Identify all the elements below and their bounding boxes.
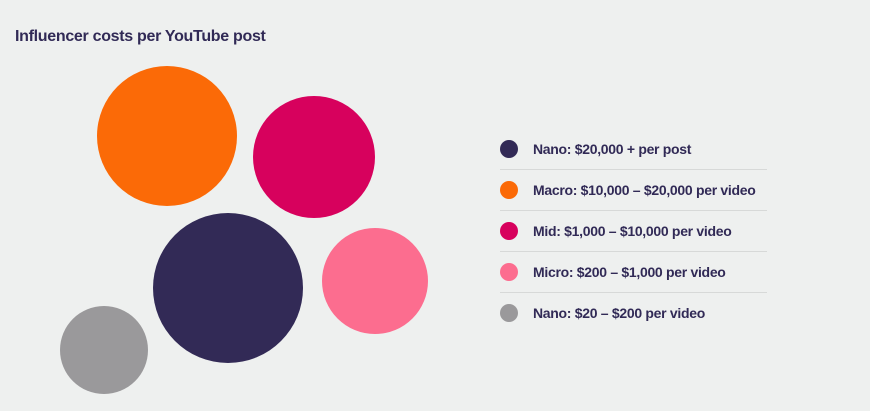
legend-divider <box>500 168 767 170</box>
legend-swatch-circle <box>500 262 518 281</box>
legend-label: Nano: $20,000 + per post <box>533 140 692 157</box>
legend: Nano: $20,000 + per post Macro: $10,000 … <box>500 134 767 327</box>
legend-label: Nano: $20 – $200 per video <box>533 304 705 321</box>
bubble-3-mid <box>253 96 375 218</box>
legend-label: Mid: $1,000 – $10,000 per video <box>533 222 732 239</box>
legend-swatch-circle <box>500 139 518 158</box>
legend-swatch-circle <box>500 221 518 240</box>
bubble-5-nano <box>60 306 148 394</box>
bubble-2-macro <box>97 66 237 206</box>
legend-label: Macro: $10,000 – $20,000 per video <box>533 181 756 198</box>
legend-label: Micro: $200 – $1,000 per video <box>533 263 726 280</box>
legend-item: Mid: $1,000 – $10,000 per video <box>500 216 767 245</box>
bubble-4-micro <box>322 228 428 334</box>
legend-item: Micro: $200 – $1,000 per video <box>500 257 767 286</box>
legend-divider <box>500 291 767 293</box>
bubble-chart <box>60 66 428 394</box>
bubble-1-nano-top-tier <box>153 213 303 363</box>
legend-swatch-circle <box>500 303 518 322</box>
legend-swatch-circle <box>500 180 518 199</box>
legend-divider <box>500 250 767 252</box>
legend-item: Macro: $10,000 – $20,000 per video <box>500 175 767 204</box>
legend-item: Nano: $20 – $200 per video <box>500 298 767 327</box>
legend-item: Nano: $20,000 + per post <box>500 134 767 163</box>
legend-divider <box>500 209 767 211</box>
page-title: Influencer costs per YouTube post <box>15 28 266 45</box>
